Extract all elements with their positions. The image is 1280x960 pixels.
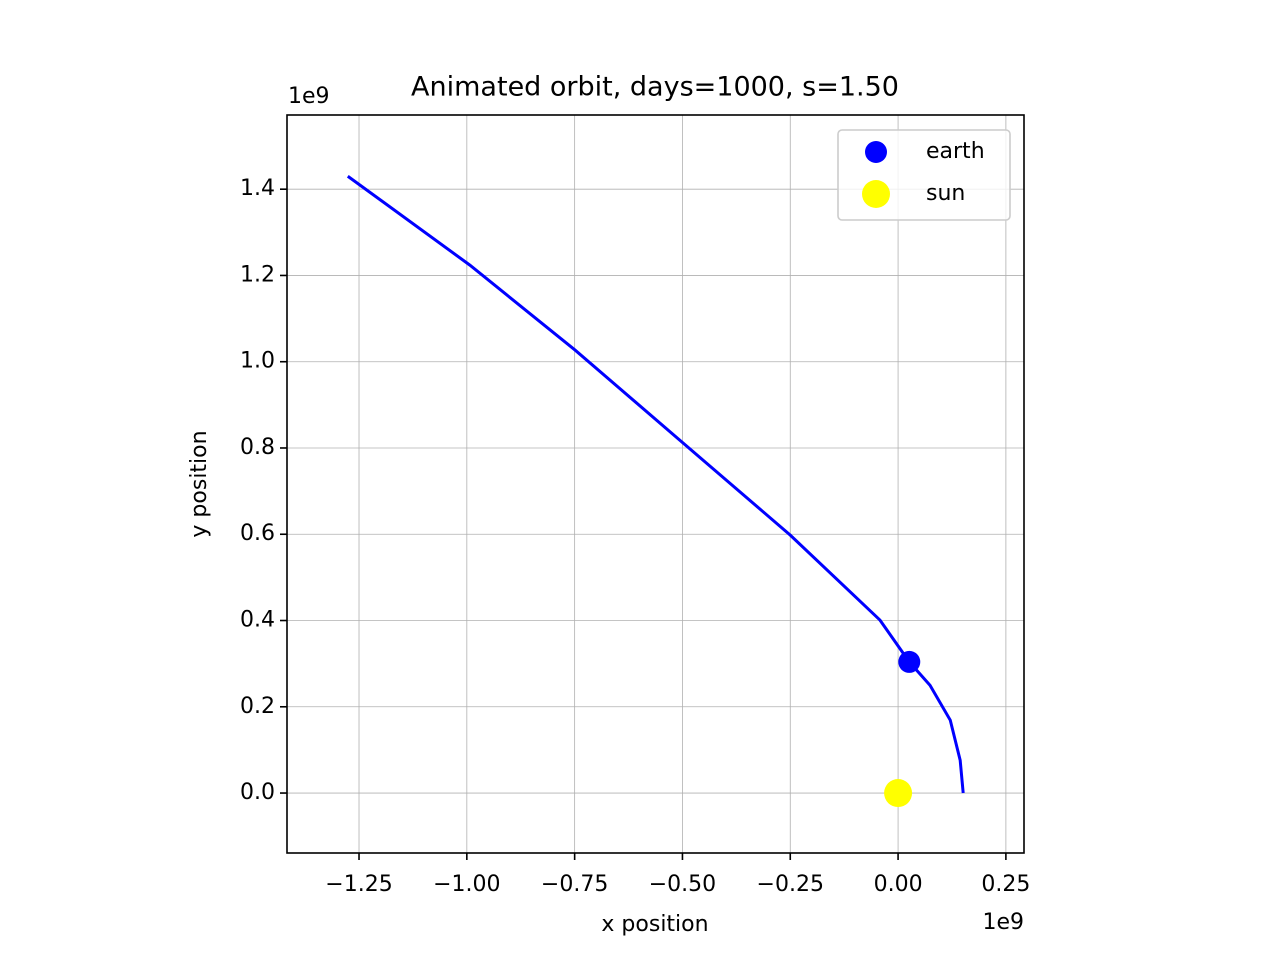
y-tick-label: 0.4	[240, 608, 275, 633]
y-axis-label: y position	[187, 430, 212, 537]
y-tick-label: 1.2	[240, 262, 275, 287]
y-tick-label: 1.0	[240, 349, 275, 374]
y-tick-label: 0.8	[240, 435, 275, 460]
y-tick-label: 0.2	[240, 694, 275, 719]
legend-label: sun	[926, 181, 965, 206]
y-tick-label: 0.0	[240, 780, 275, 805]
x-tick-label: −1.25	[325, 872, 392, 897]
legend-label: earth	[926, 139, 985, 164]
x-tick-label: −0.25	[757, 872, 824, 897]
y-offset: 1e9	[288, 84, 330, 109]
x-tick-label: −0.75	[541, 872, 608, 897]
point	[884, 779, 913, 808]
point	[898, 650, 921, 673]
x-tick-label: −1.00	[433, 872, 500, 897]
legend-marker	[862, 180, 890, 208]
y-tick-label: 0.6	[240, 521, 275, 546]
legend-marker	[865, 141, 887, 163]
axes-frame	[286, 114, 1025, 854]
x-tick-label: −0.50	[649, 872, 716, 897]
x-tick-label: 0.25	[981, 872, 1030, 897]
y-tick-label: 1.4	[240, 176, 275, 201]
x-tick-label: 0.00	[874, 872, 923, 897]
chart-title: Animated orbit, days=1000, s=1.50	[411, 72, 899, 103]
orbit-line	[346, 175, 965, 794]
x-axis-label: x position	[601, 912, 708, 937]
x-offset: 1e9	[982, 910, 1024, 935]
